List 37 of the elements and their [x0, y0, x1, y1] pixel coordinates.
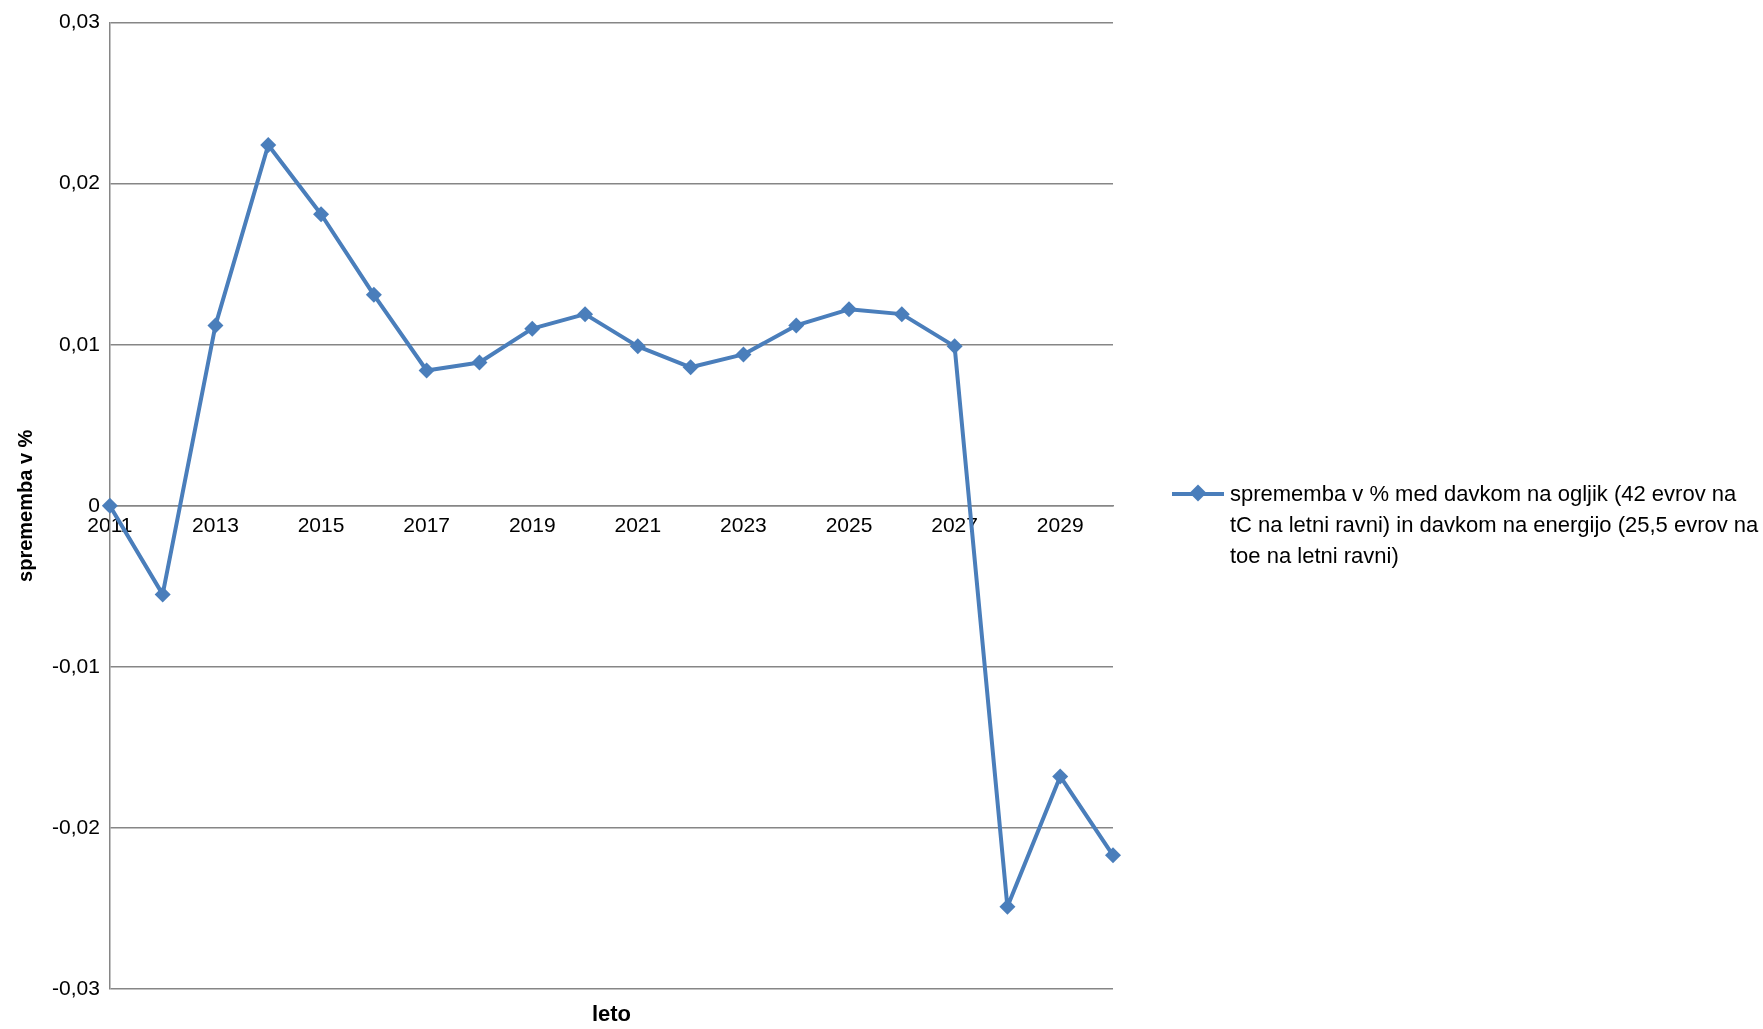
- point: [313, 206, 330, 223]
- x-tick-label: 2023: [720, 513, 767, 537]
- x-tick-label: 2017: [403, 513, 450, 537]
- point: [154, 586, 171, 603]
- point: [735, 346, 752, 363]
- x-tick-label: 2015: [297, 513, 345, 537]
- x-tick-label: 2025: [825, 513, 873, 537]
- point: [946, 338, 963, 355]
- point: [629, 338, 646, 355]
- y-tick-label: -0,03: [51, 975, 100, 999]
- point: [893, 306, 910, 323]
- point: [524, 320, 541, 337]
- y-tick-label: 0,01: [58, 331, 100, 355]
- legend-label: sprememba v % med davkom na ogljik (42 evrov na tC na letni ravni) in davkom na energijo (25,5 evrov na toe na letni ravni): [1230, 480, 1760, 570]
- point: [260, 137, 277, 154]
- y-tick-label: 0,02: [58, 170, 100, 194]
- point: [471, 354, 488, 371]
- y-tick-label: 0,03: [58, 9, 100, 33]
- x-tick-label: 2029: [1036, 513, 1084, 537]
- point: [577, 306, 594, 323]
- point: [418, 362, 435, 379]
- y-axis-title: sprememba v %: [13, 429, 36, 582]
- point: [788, 317, 805, 334]
- x-tick-label: 2013: [192, 513, 239, 537]
- x-tick-label: 2021: [614, 513, 662, 537]
- point: [1052, 768, 1069, 785]
- x-axis-title: leto: [591, 1001, 632, 1027]
- point: [207, 317, 224, 334]
- point: [365, 286, 382, 303]
- y-tick-label: -0,01: [51, 653, 100, 677]
- y-tick-label: -0,02: [51, 814, 100, 838]
- point: [1105, 847, 1121, 864]
- point: [682, 359, 699, 376]
- y-tick-label: 0: [88, 492, 100, 516]
- point: [841, 301, 858, 318]
- point: [101, 497, 118, 514]
- x-tick-label: 2019: [508, 513, 556, 537]
